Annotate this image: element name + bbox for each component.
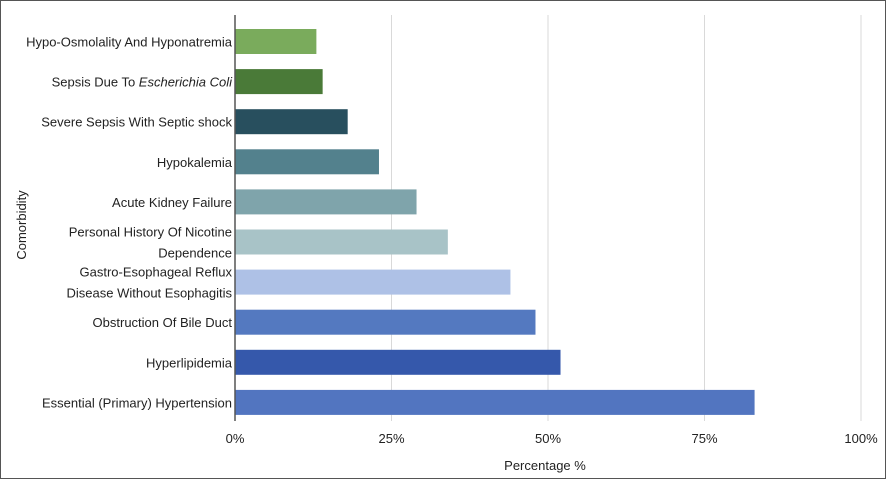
category-label: Sepsis Due To Escherichia Coli (52, 75, 234, 90)
category-label: Acute Kidney Failure (112, 195, 232, 210)
bars (235, 29, 755, 415)
category-label: Hypokalemia (157, 155, 233, 170)
x-tick-label: 25% (378, 431, 404, 446)
category-labels: Hypo-Osmolality And Hyponatremia Sepsis D… (26, 35, 233, 411)
bar (235, 109, 348, 135)
x-tick-label: 50% (535, 431, 561, 446)
x-tick-labels: 0% 25% 50% 75% 100% (226, 431, 878, 446)
bar (235, 189, 417, 215)
bar (235, 69, 323, 95)
category-label: Dependence (158, 246, 232, 261)
bar (235, 349, 561, 375)
category-label: Disease Without Esophagitis (67, 286, 233, 301)
bar (235, 309, 536, 335)
bar (235, 229, 448, 255)
x-axis-label: Percentage % (504, 458, 586, 473)
bar (235, 29, 317, 54)
category-label: Hypo-Osmolality And Hyponatremia (26, 35, 233, 50)
category-label: Severe Sepsis With Septic shock (41, 115, 232, 130)
category-label: Hyperlipidemia (146, 355, 233, 370)
category-label: Obstruction Of Bile Duct (93, 315, 233, 330)
y-axis-label: Comorbidity (14, 190, 29, 260)
bar (235, 269, 511, 295)
category-label: Essential (Primary) Hypertension (42, 395, 232, 410)
category-label: Gastro-Esophageal Reflux (80, 265, 233, 280)
bar (235, 389, 755, 415)
x-tick-label: 75% (691, 431, 717, 446)
x-tick-label: 0% (226, 431, 245, 446)
bar (235, 149, 379, 175)
category-label: Personal History Of Nicotine (69, 225, 232, 240)
x-tick-label: 100% (844, 431, 878, 446)
